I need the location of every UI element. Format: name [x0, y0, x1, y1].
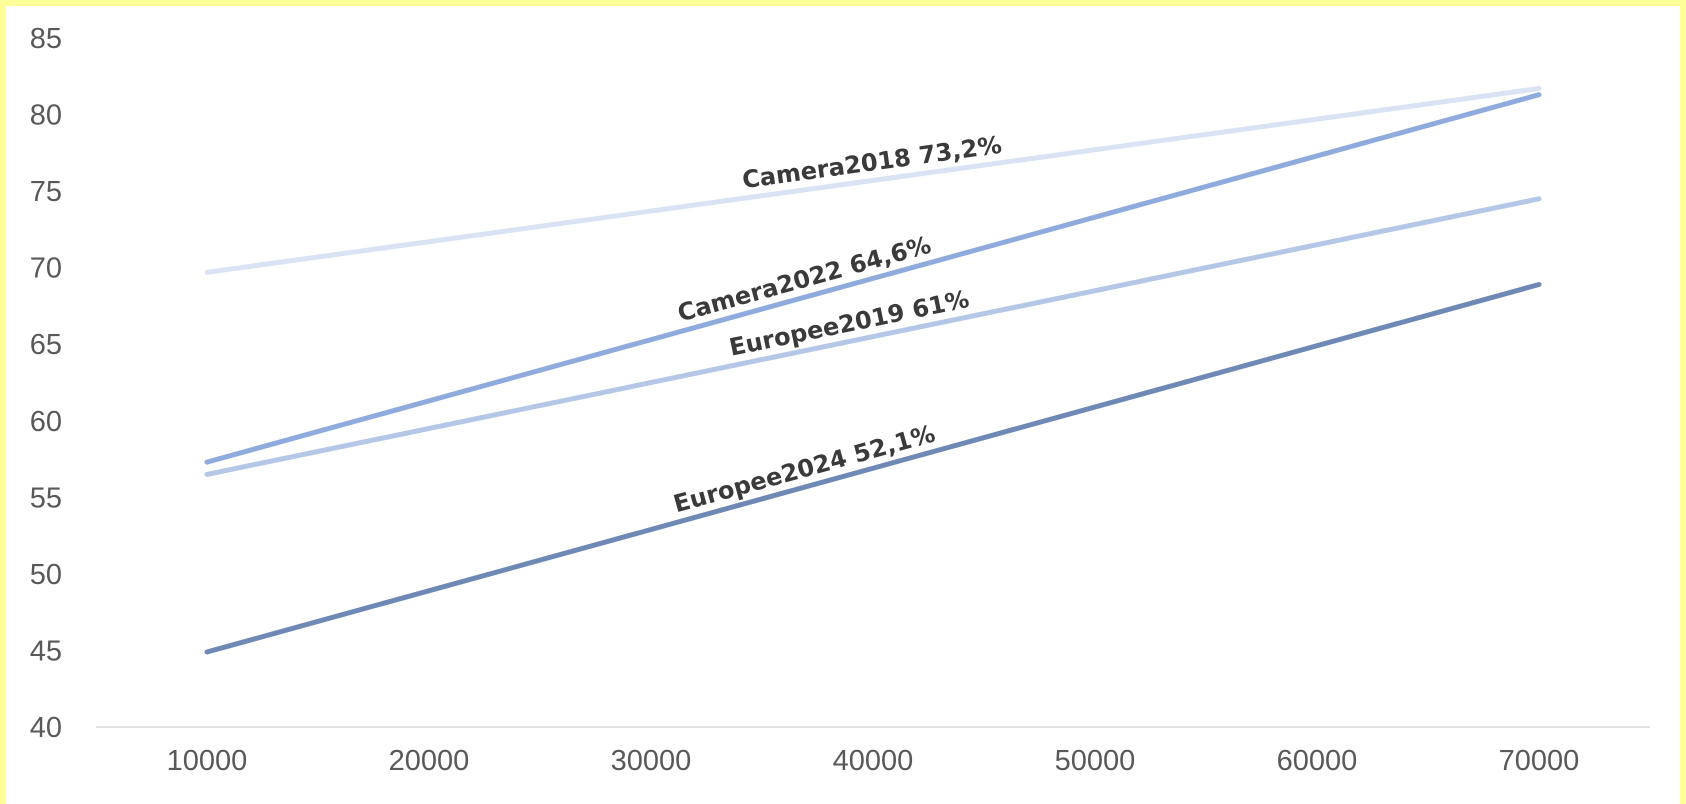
y-tick-label: 50 [30, 559, 62, 591]
series-label-camera2018: Camera2018 73,2% [740, 131, 1003, 194]
series-line-europee2019 [204, 196, 1542, 477]
y-tick-label: 65 [30, 329, 62, 361]
series-label-europee2024: Europee2024 52,1% [670, 420, 938, 519]
y-tick-label: 85 [30, 23, 62, 55]
series-label-text: Europee2024 52,1% [670, 420, 938, 519]
x-tick-label: 30000 [611, 745, 692, 777]
x-tick-label: 70000 [1499, 745, 1580, 777]
x-tick-label: 60000 [1277, 745, 1358, 777]
x-tick-label: 10000 [167, 745, 248, 777]
x-tick-label: 20000 [389, 745, 470, 777]
y-tick-label: 70 [30, 253, 62, 285]
y-tick-label: 45 [30, 635, 62, 667]
chart-area [6, 6, 1680, 804]
x-tick-label: 40000 [833, 745, 914, 777]
y-tick-label: 55 [30, 482, 62, 514]
y-tick-label: 40 [30, 712, 62, 744]
series-line-camera2018 [204, 86, 1542, 275]
series-line-camera2022 [204, 92, 1542, 465]
x-tick-label: 50000 [1055, 745, 1136, 777]
y-tick-label: 75 [30, 176, 62, 208]
series-label-text: Camera2018 73,2% [740, 131, 1003, 194]
y-tick-label: 60 [30, 406, 62, 438]
series-line-europee2024 [204, 282, 1542, 655]
y-tick-label: 80 [30, 100, 62, 132]
